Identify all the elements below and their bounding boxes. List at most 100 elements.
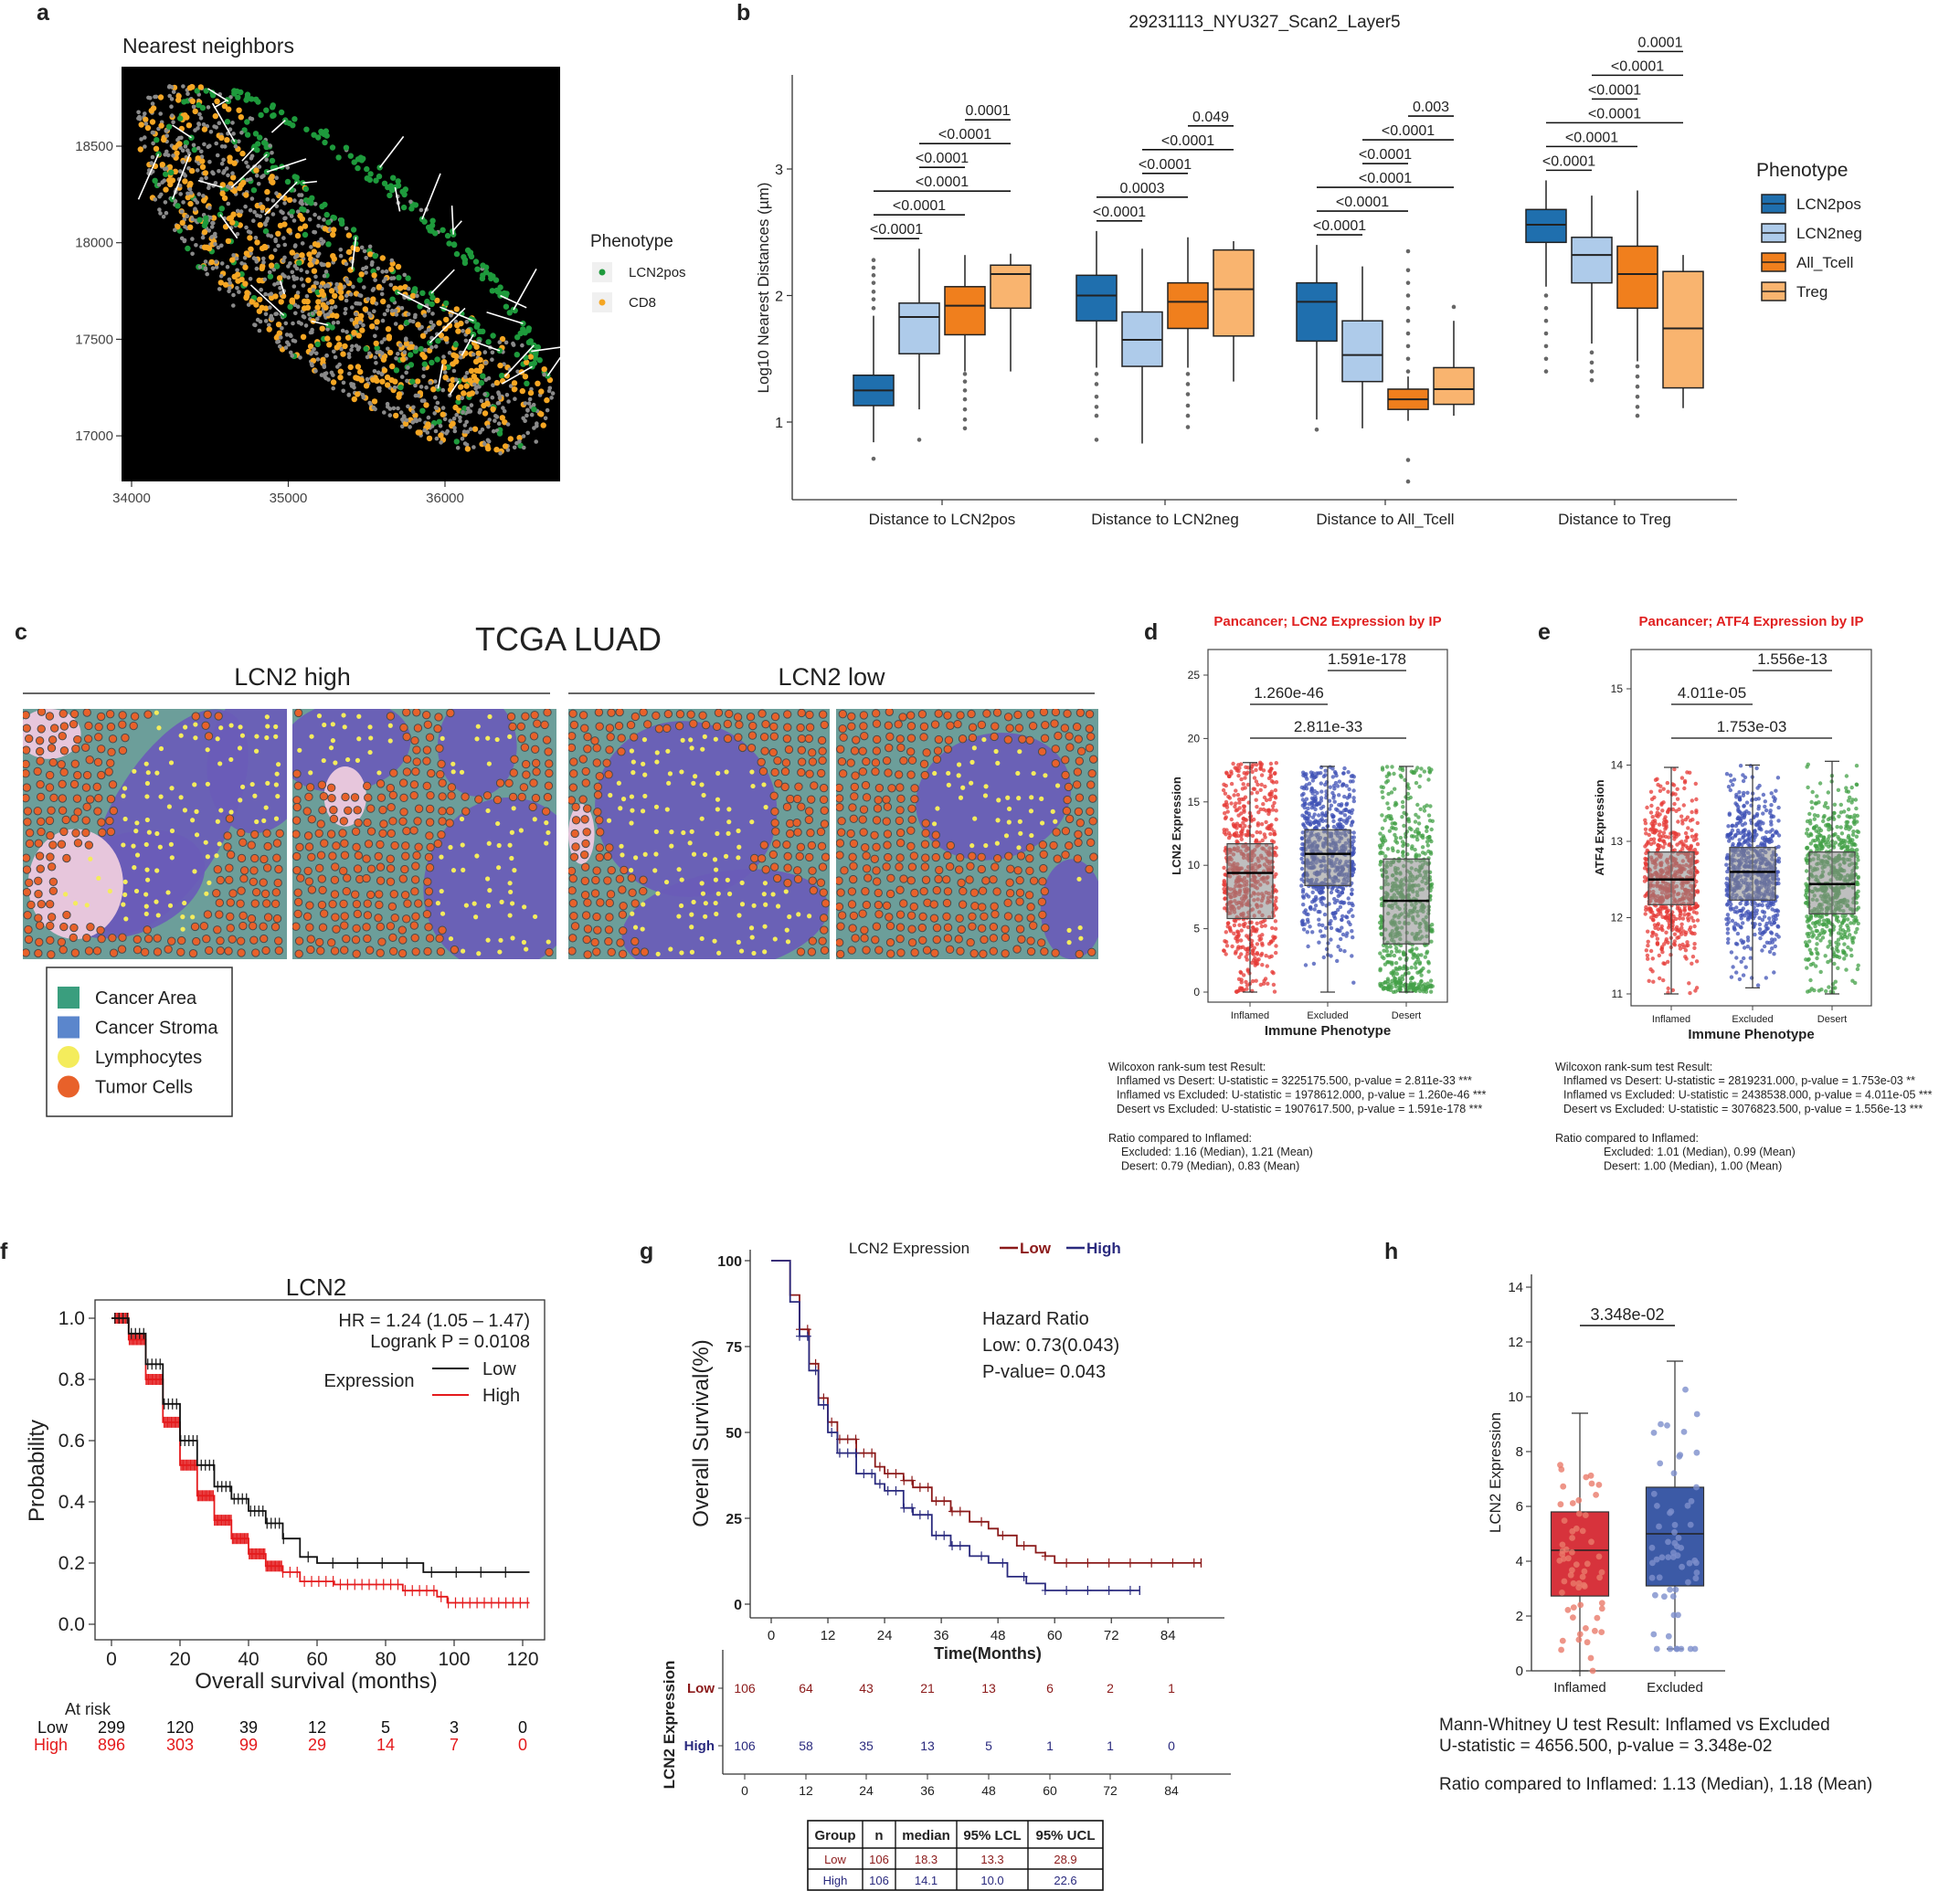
cell-point (270, 151, 274, 155)
data-point (1259, 822, 1265, 827)
lymphocyte (993, 748, 999, 755)
data-point (1264, 798, 1269, 803)
tumor-cell (508, 792, 518, 802)
data-point (1239, 980, 1244, 985)
cell-point (157, 207, 162, 212)
tumor-cell (388, 817, 397, 826)
lymphocyte (616, 780, 621, 786)
tumor-cell (446, 807, 455, 816)
data-point (1259, 953, 1264, 957)
tumor-cell (239, 874, 249, 883)
p-value-label: <0.0001 (1542, 153, 1595, 169)
data-point (1308, 924, 1312, 929)
data-point (1260, 933, 1265, 937)
lymphocyte (1017, 819, 1022, 824)
lymphocyte (474, 736, 480, 742)
lymphocyte (155, 913, 161, 918)
cell-point (354, 246, 361, 252)
tumor-cell (758, 709, 767, 718)
data-point (1299, 856, 1304, 861)
cell-point (506, 310, 513, 316)
lymphocyte (207, 880, 212, 885)
cell-point (402, 272, 408, 278)
lymphocyte (132, 768, 137, 774)
tumor-cell (531, 758, 541, 768)
lymphocyte (192, 869, 197, 874)
cell-point (406, 365, 410, 370)
tumor-cell (698, 711, 707, 720)
cell-point (320, 356, 326, 364)
cell-point (270, 198, 276, 203)
cell-point (370, 376, 376, 383)
y-tick-label: 25 (1188, 669, 1201, 681)
data-point (1299, 836, 1305, 840)
cell-point (258, 214, 263, 218)
tumor-cell (1049, 840, 1058, 850)
cell-point (199, 104, 207, 111)
outlier-point (1451, 304, 1457, 310)
cell-point (299, 252, 305, 259)
cell-point (319, 325, 325, 332)
cell-point (382, 410, 387, 415)
data-point (1243, 824, 1247, 829)
tumor-cell (259, 922, 268, 931)
outlier-point (916, 438, 922, 442)
tumor-cell (580, 862, 590, 872)
tumor-cell (872, 746, 882, 755)
tumor-cell (354, 850, 364, 861)
cell-point (453, 438, 460, 445)
data-point (1234, 801, 1238, 806)
cell-point (526, 401, 532, 406)
tumor-cell (931, 852, 940, 862)
cell-point (178, 169, 183, 174)
tumor-cell (509, 768, 518, 777)
cell-point (451, 368, 457, 374)
y-tick-label: 0 (1193, 986, 1200, 998)
outlier-point (1543, 293, 1549, 298)
cell-point (330, 253, 336, 259)
cell-point (221, 195, 228, 202)
data-point (1350, 929, 1354, 934)
cell-point (289, 214, 294, 218)
tumor-cell (580, 724, 589, 733)
lymphocyte (193, 735, 198, 741)
tumor-cell (595, 722, 604, 731)
tumor-cell (882, 862, 891, 872)
p-value-label: 0.049 (1192, 110, 1229, 125)
tumor-cell (351, 935, 361, 945)
lymphocyte (182, 808, 188, 813)
tumor-cell (249, 866, 259, 875)
cell-point (238, 89, 244, 96)
lymphocyte (689, 912, 694, 917)
tumor-cell (1017, 935, 1026, 944)
tumor-cell (805, 710, 814, 720)
data-point (1274, 853, 1278, 858)
cell-point (535, 343, 541, 351)
data-point (1243, 776, 1247, 780)
lymphocyte (194, 832, 200, 838)
tumor-cell (874, 888, 883, 898)
tumor-cell (510, 755, 519, 764)
data-point (1255, 921, 1259, 925)
tumor-cell (49, 793, 58, 803)
cell-point (419, 333, 427, 339)
cell-point (264, 188, 270, 195)
cell-point (415, 293, 419, 299)
tumor-cell (1050, 719, 1059, 728)
data-point (1224, 944, 1230, 948)
cell-point (480, 373, 486, 379)
tumor-cell (797, 802, 806, 811)
cell-point (332, 292, 338, 299)
tumor-cell (201, 721, 210, 730)
tumor-cell (24, 734, 34, 744)
outlier-point (871, 297, 876, 301)
cell-point (201, 122, 207, 127)
cell-point (354, 312, 358, 317)
tumor-cell (817, 768, 826, 778)
cell-point (235, 231, 240, 237)
tumor-cell (422, 781, 431, 791)
cell-point (436, 320, 442, 326)
cell-point (191, 104, 196, 110)
cell-point (210, 215, 217, 221)
